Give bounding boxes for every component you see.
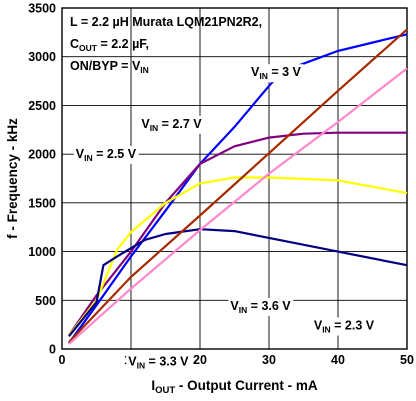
annotation-v: V [230,299,239,313]
conditions-line-3-main: ON/BYP = V [70,59,141,73]
annotation-v: V [251,65,260,79]
x-tick-label: 30 [262,353,276,367]
y-tick-label: 500 [35,294,56,308]
series-annotation-label: VIN = 3.6 V [230,299,291,315]
annotation-v: V [314,319,323,333]
annotation-sub: IN [322,325,331,335]
y-tick-label: 1000 [28,245,56,259]
x-tick-label: 50 [400,353,414,367]
annotation-value: = 2.5 V [93,147,137,161]
x-tick-label: 0 [59,353,66,367]
annotation-v: V [141,117,150,131]
series-annotation-background [228,298,294,317]
y-tick-label: 0 [49,343,56,357]
series-annotation-label: VIN = 2.7 V [141,117,202,133]
y-tick-label: 2500 [28,99,56,113]
series-annotation: VIN = 3.3 V [126,353,192,372]
series-annotation: VIN = 3.6 V [228,298,294,317]
x-axis-title-rest: - Output Current - mA [175,378,318,393]
annotation-v: V [128,355,137,369]
annotation-v: V [76,147,85,161]
series-annotation-background [73,146,139,165]
series-annotation-background [311,317,377,336]
annotation-value: = 2.3 V [331,319,375,333]
plot-frame [61,7,408,350]
series-annotation-label: VIN = 2.3 V [314,319,375,335]
series-line-5 [68,28,408,343]
annotation-sub: IN [84,153,93,163]
x-axis-title-sub: OUT [155,385,175,396]
annotation-sub: IN [239,305,248,315]
series-line-4 [68,228,408,337]
series-annotation-background [126,353,192,372]
series-line-6 [68,67,408,345]
axes [61,7,408,350]
annotation-sub: IN [137,361,146,371]
annotation-sub: IN [259,71,268,81]
conditions-line-1: L = 2.2 µH Murata LQM21PN2R2, [70,15,262,29]
annotation-sub: IN [150,123,159,133]
y-axis-title: f - Frequency - kHz [5,118,20,239]
series-annotation: VIN = 2.3 V [311,317,377,336]
series-annotation-label: VIN = 3 V [251,65,302,81]
series-line-1 [68,33,408,344]
series-annotation-label: VIN = 2.5 V [76,147,137,163]
series-line-2 [67,131,407,337]
series-line-3 [68,176,408,337]
annotation-value: = 2.7 V [158,117,202,131]
x-axis-title: IOUT - Output Current - mA [151,378,318,396]
y-tick-label: 1500 [28,196,56,210]
x-axis-title-main: I [151,378,155,393]
annotation-value: = 3.3 V [145,355,189,369]
series-annotation: VIN = 3 V [249,64,304,83]
series-annotation-label: VIN = 3.3 V [128,355,189,371]
y-tick-label: 3500 [28,2,56,16]
conditions-line-2: COUT = 2.2 µF, [70,37,149,53]
conditions-line-2-rest: = 2.2 µF, [97,37,149,51]
annotation-value: = 3.6 V [247,299,291,313]
conditions-line-3: ON/BYP = VIN [70,59,149,75]
labels: 050010001500200025003000350001020304050I… [5,2,414,397]
conditions-line-3-sub: IN [140,65,149,75]
y-tick-label: 2000 [28,148,56,162]
series [67,28,408,345]
series-annotation-background [249,64,304,83]
series-annotation-background [139,115,205,134]
y-tick-label: 3000 [28,50,56,64]
annotation-value: = 3 V [268,65,302,79]
series-annotation: VIN = 2.5 V [73,146,139,165]
x-tick-label: 20 [193,353,207,367]
conditions-line-2-sub: OUT [79,43,98,53]
conditions-line-2-main: C [70,37,79,51]
x-tick-label: 40 [331,353,345,367]
series-annotation: VIN = 2.7 V [139,115,205,134]
